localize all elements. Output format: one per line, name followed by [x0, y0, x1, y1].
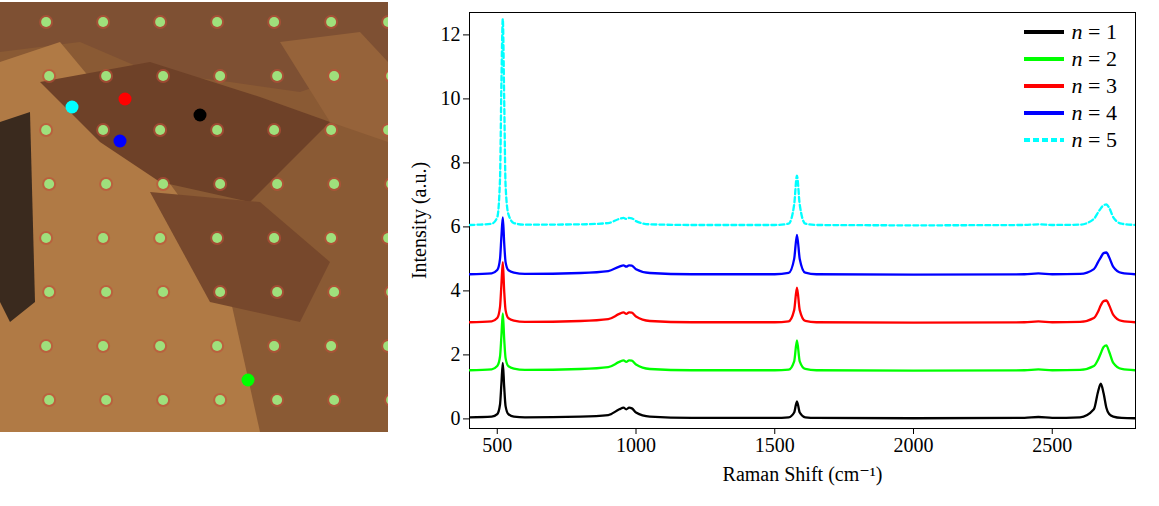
svg-text:1000: 1000: [616, 434, 656, 456]
html-text:n = 4: n = 4: [1071, 99, 1117, 125]
svg-text:2: 2: [451, 343, 461, 365]
svg-text:2500: 2500: [1032, 434, 1072, 456]
svg-text:8: 8: [451, 151, 461, 173]
svg-text:Intensity (a.u.): Intensity (a.u.): [408, 162, 431, 279]
svg-text:0: 0: [451, 407, 461, 429]
html-text:n = 1: n = 1: [1071, 18, 1117, 44]
html-text:n = 2: n = 2: [1071, 45, 1117, 71]
svg-text:6: 6: [451, 215, 461, 237]
svg-text:10: 10: [441, 87, 461, 109]
svg-text:1500: 1500: [755, 434, 795, 456]
svg-text:Raman Shift (cm⁻¹): Raman Shift (cm⁻¹): [723, 463, 883, 486]
svg-text:12: 12: [441, 23, 461, 45]
svg-text:2000: 2000: [894, 434, 934, 456]
svg-text:500: 500: [482, 434, 512, 456]
html-text:n = 3: n = 3: [1071, 72, 1117, 98]
html-text:n = 5: n = 5: [1071, 126, 1117, 152]
svg-text:4: 4: [451, 279, 461, 301]
